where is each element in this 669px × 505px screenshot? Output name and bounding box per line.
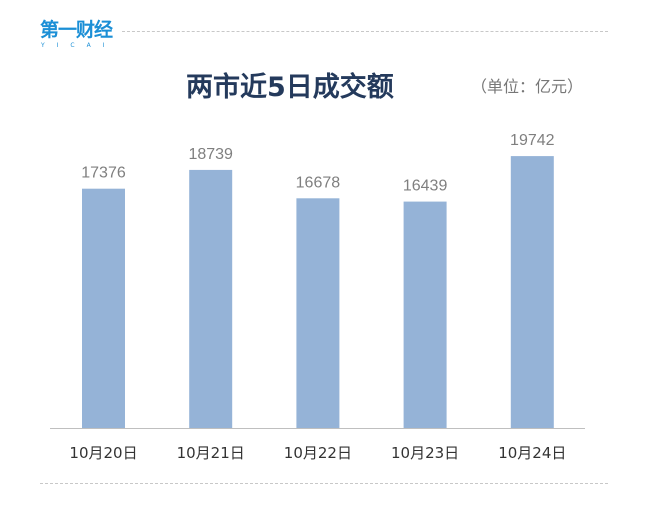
- data-label: 18739: [188, 146, 233, 163]
- bar: [82, 188, 125, 428]
- bar: [296, 198, 340, 428]
- bar: [403, 201, 447, 428]
- data-label: 19742: [510, 132, 555, 149]
- top-divider: [122, 31, 608, 32]
- x-tick-label: 10月22日: [284, 444, 352, 462]
- data-label: 16678: [296, 174, 341, 191]
- bar: [510, 156, 554, 428]
- data-label: 17376: [81, 165, 126, 182]
- logo-text: 第一财经: [40, 19, 113, 41]
- x-tick-label: 10月21日: [177, 444, 245, 462]
- data-label: 16439: [403, 178, 448, 195]
- logo-sub: YICAI: [41, 42, 117, 49]
- x-tick-label: 10月23日: [391, 444, 459, 462]
- bottom-divider: [40, 483, 608, 484]
- chart-title: 两市近5日成交额: [186, 72, 394, 103]
- x-tick-label: 10月20日: [69, 444, 137, 462]
- x-tick-label: 10月24日: [498, 444, 566, 462]
- unit-note: （单位：亿元）: [471, 77, 584, 96]
- yicai-logo: 第一财经: [40, 19, 113, 41]
- bar: [189, 169, 233, 429]
